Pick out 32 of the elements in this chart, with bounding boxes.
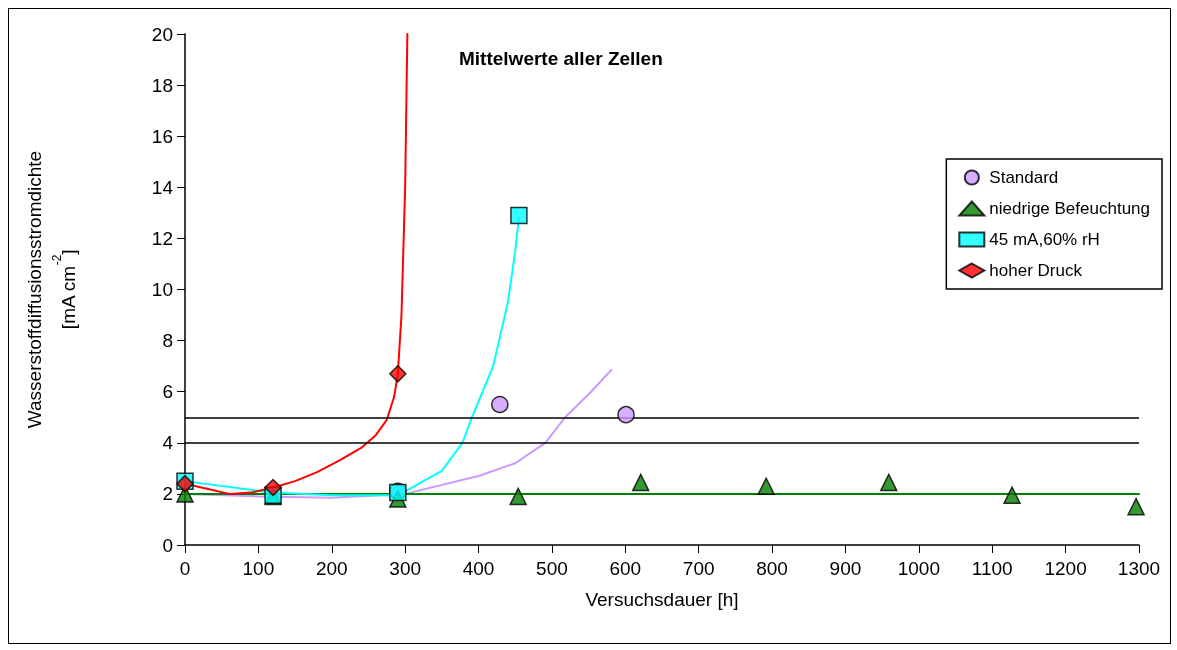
- y-tick-label: 8: [162, 330, 173, 352]
- y-tick-label: 20: [151, 23, 173, 45]
- y-tick-label: 16: [151, 125, 173, 147]
- x-axis-title: Versuchsdauer [h]: [585, 589, 739, 610]
- y-tick-label: 14: [151, 176, 174, 198]
- y-tick-label: 2: [162, 483, 173, 505]
- x-tick-label: 900: [829, 558, 862, 579]
- y-axis-title: Wasserstoffdiffusionsstromdichte [mA cm-2]: [23, 150, 79, 429]
- text: Mittelwerte aller Zellen: [459, 48, 663, 69]
- x-tick-label: 1000: [897, 558, 940, 579]
- legend-label: 45 mA,60% rH: [989, 230, 1100, 249]
- y-tick-label: 0: [162, 534, 173, 556]
- x-tick-label: 1100: [971, 558, 1013, 579]
- x-tick-label: 200: [315, 558, 348, 579]
- legend-label: niedrige Befeuchtung: [989, 199, 1151, 218]
- x-tick-label: 100: [242, 558, 275, 579]
- x-tick-label: 300: [389, 558, 422, 579]
- x-tick-label: 700: [682, 558, 715, 579]
- x-tick-label: 500: [536, 558, 568, 579]
- legend-label: Standard: [989, 168, 1059, 187]
- x-tick-label: 1200: [1044, 558, 1087, 579]
- x-tick-label: 0: [179, 558, 191, 579]
- y-tick-label: 4: [162, 432, 174, 454]
- y-tick-label: 12: [151, 227, 173, 249]
- y-tick-label: 10: [151, 279, 173, 300]
- x-tick-label: 600: [609, 558, 642, 579]
- y-tick-label: 18: [151, 74, 173, 96]
- x-tick-label: 400: [462, 558, 495, 579]
- legend-label: hoher Druck: [989, 261, 1083, 280]
- x-tick-label: 800: [756, 558, 788, 579]
- y-tick-label: 6: [162, 381, 173, 403]
- x-tick-label: 1300: [1117, 558, 1161, 579]
